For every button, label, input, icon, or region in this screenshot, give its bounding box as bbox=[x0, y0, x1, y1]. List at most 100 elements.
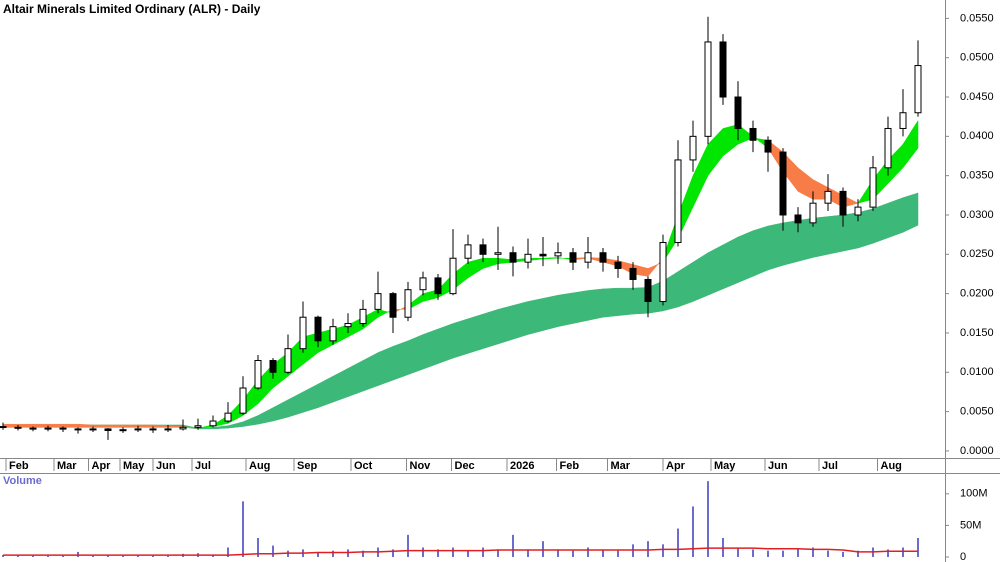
band-segment bbox=[452, 318, 469, 359]
candle-body bbox=[539, 253, 547, 257]
y-tick-label: 100M bbox=[960, 488, 988, 500]
band-segment bbox=[407, 334, 424, 375]
x-tick-label: Oct bbox=[354, 460, 373, 472]
candle-body bbox=[164, 428, 172, 431]
y-tick-label: 0.0450 bbox=[960, 91, 994, 103]
volume-bar bbox=[107, 555, 109, 557]
volume-bar bbox=[422, 547, 424, 557]
y-tick-label: 0.0000 bbox=[960, 445, 994, 457]
candle-body bbox=[314, 316, 322, 342]
candle-body bbox=[134, 428, 142, 431]
candle-body bbox=[809, 202, 817, 224]
x-tick-label: Aug bbox=[881, 460, 902, 472]
band-segment bbox=[767, 222, 784, 271]
volume-bar bbox=[2, 555, 4, 557]
y-tick-label: 0.0050 bbox=[960, 406, 994, 418]
candle-body bbox=[509, 252, 517, 263]
candle-body bbox=[194, 425, 202, 428]
y-tick-label: 0.0300 bbox=[960, 209, 994, 221]
volume-bar bbox=[737, 547, 739, 557]
band-segment bbox=[752, 225, 769, 277]
band-segment bbox=[392, 340, 409, 381]
band-segment bbox=[377, 345, 394, 387]
band-segment bbox=[872, 202, 889, 244]
candle-body bbox=[299, 316, 307, 350]
x-tick-label: May bbox=[714, 460, 736, 472]
volume-bar bbox=[797, 549, 799, 557]
volume-bar bbox=[662, 544, 664, 557]
band-segment bbox=[587, 288, 604, 321]
y-tick-label: 0.0100 bbox=[960, 366, 994, 378]
volume-average bbox=[3, 547, 918, 556]
volume-bar bbox=[857, 550, 859, 557]
candle-body bbox=[29, 427, 37, 430]
y-tick-label: 0.0350 bbox=[960, 170, 994, 182]
x-tick-label: Apr bbox=[92, 460, 112, 472]
volume-bar bbox=[362, 550, 364, 557]
band-segment bbox=[137, 424, 154, 428]
y-tick-label: 0.0550 bbox=[960, 12, 994, 24]
band-segment bbox=[422, 328, 439, 370]
candle-body bbox=[374, 293, 382, 310]
candle-body bbox=[104, 428, 112, 431]
volume-bar bbox=[827, 550, 829, 557]
candle-body bbox=[719, 41, 727, 98]
y-tick-label: 0.0200 bbox=[960, 288, 994, 300]
volume-bar bbox=[812, 547, 814, 557]
band-segment bbox=[722, 236, 739, 290]
band-segment bbox=[542, 294, 559, 331]
band-segment bbox=[797, 217, 814, 262]
volume-bar bbox=[767, 550, 769, 557]
candle-body bbox=[359, 308, 367, 325]
volume-bar bbox=[677, 528, 679, 557]
x-tick-label: Mar bbox=[57, 460, 77, 472]
candle-body bbox=[0, 426, 7, 429]
band-segment bbox=[902, 192, 919, 233]
candle-body bbox=[524, 253, 532, 263]
candle-body bbox=[749, 127, 757, 141]
volume-bar bbox=[92, 555, 94, 557]
candle-body bbox=[464, 244, 472, 259]
band-segment bbox=[512, 301, 529, 340]
band-segment bbox=[47, 423, 64, 428]
band-segment bbox=[527, 298, 544, 335]
candle-body bbox=[179, 426, 187, 430]
volume-bar bbox=[152, 555, 154, 557]
volume-bar bbox=[407, 534, 409, 557]
x-tick-label: Jul bbox=[195, 460, 211, 472]
candle-body bbox=[149, 428, 157, 431]
candle-body bbox=[644, 278, 652, 302]
volume-bar bbox=[917, 538, 919, 557]
volume-bar bbox=[542, 541, 544, 557]
band-segment bbox=[497, 305, 514, 345]
x-tick-label: 2026 bbox=[510, 460, 534, 472]
candle-body bbox=[434, 277, 442, 295]
candle-body bbox=[389, 293, 397, 318]
candle-body bbox=[119, 429, 127, 432]
candle-body bbox=[674, 159, 682, 244]
volume-bar bbox=[242, 501, 244, 557]
y-tick-label: 0.0500 bbox=[960, 52, 994, 64]
candle-body bbox=[14, 426, 22, 429]
x-tick-label: Mar bbox=[611, 460, 631, 472]
candle-body bbox=[734, 96, 742, 129]
y-tick-label: 0 bbox=[960, 551, 966, 562]
candle-body bbox=[44, 427, 52, 430]
band-segment bbox=[827, 214, 844, 255]
volume-bar bbox=[257, 538, 259, 557]
candle-body bbox=[269, 359, 277, 373]
x-tick-label: Apr bbox=[666, 460, 686, 472]
candle-body bbox=[224, 412, 232, 422]
candle-body bbox=[914, 65, 922, 114]
band-segment bbox=[32, 423, 49, 428]
volume-bar bbox=[452, 547, 454, 557]
band-segment bbox=[902, 119, 919, 169]
candle-body bbox=[899, 112, 907, 129]
candle-body bbox=[689, 135, 697, 161]
candle-body bbox=[869, 167, 877, 208]
volume-bar bbox=[692, 506, 694, 557]
volume-bar bbox=[707, 481, 709, 557]
